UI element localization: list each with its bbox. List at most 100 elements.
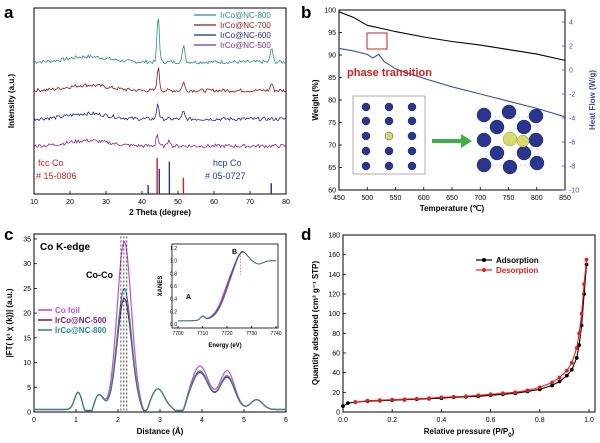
panel-b-ylabel: Weight (%): [311, 79, 320, 121]
c-legend-label-1: IrCo@NC-500: [55, 316, 107, 325]
panel-a-xtick-label-50: 50: [174, 199, 182, 206]
isotherm-point-1: [414, 396, 419, 401]
isotherm-point-1: [584, 257, 589, 262]
inset-ytick-label-1.0: 1.0: [170, 259, 177, 265]
atom-co: [384, 102, 394, 112]
atom-co: [361, 146, 371, 156]
isotherm-point-1: [488, 392, 493, 397]
panel-c-ticks: 0 1 2 3 4 5 6 0 5 10 15 20 25 30 35: [23, 236, 288, 424]
atom-ir: [502, 131, 518, 147]
isotherm-point-0: [577, 343, 582, 348]
atom-co: [407, 116, 417, 126]
d-legend-label-0: Adsorption: [496, 256, 539, 265]
panel-b-ytick-label-70: 70: [328, 143, 336, 150]
inset-ytick-label-0.0: 0.0: [170, 322, 177, 328]
atom-co: [502, 159, 518, 175]
inset-ytick-label-0.6: 0.6: [170, 284, 177, 290]
panel-b-y2tick-label-2: 2: [569, 44, 573, 51]
panel-d-bet: 0.0 0.2 0.4 0.6 0.8 1.0 0 20 40 60 80 100 120 140 160 1…: [311, 233, 596, 439]
atom-co: [407, 131, 417, 141]
isotherm-point-1: [390, 397, 395, 402]
panel-a-xtick-label-60: 60: [210, 199, 218, 206]
panel-d-xtick-label-0.4: 0.4: [437, 417, 447, 424]
exafs-curve-2: [34, 287, 286, 412]
panel-c-ytick-label-15: 15: [23, 335, 31, 342]
panel-c-ytick-label-35: 35: [23, 236, 31, 243]
isotherm-point-0: [341, 404, 345, 408]
panel-d-xtick-label-1.0: 1.0: [584, 417, 594, 424]
isotherm-point-1: [574, 346, 579, 350]
legend-label-1: IrCo@NC-700: [220, 21, 271, 30]
panel-d-ytick-label-140: 140: [328, 272, 340, 279]
inset-ytick-label-1.2: 1.2: [170, 246, 177, 252]
panel-c-xtick-label-0: 0: [32, 417, 36, 424]
panel-a-xlabel: 2 Theta (degree): [129, 208, 191, 217]
ref-fcc-card: # 15-0806: [36, 171, 77, 181]
d-legend-marker-0: [482, 258, 486, 262]
atom-co: [529, 155, 545, 171]
panel-a-xrd: 10 20 30 40 50 60 70 80 IrCo@NC-800IrCo@NC-700I…: [7, 7, 290, 217]
panel-b-xtick-label-800: 800: [531, 195, 543, 202]
xrd-curve-0: [33, 18, 287, 65]
panel-b-ytick-label-60: 60: [328, 188, 336, 195]
panel-b-xtick-label-600: 600: [418, 195, 430, 202]
xrd-curve-1: [33, 67, 287, 94]
panel-d-ytick-label-160: 160: [328, 252, 340, 259]
panel-d-ytick-label-0: 0: [336, 410, 340, 417]
panel-a-x-ticks: 10 20 30 40 50 60 70 80: [30, 191, 290, 206]
panel-d-xtick-label-0.6: 0.6: [486, 417, 496, 424]
inset-xtick-label-7710: 7710: [197, 331, 208, 337]
panel-d-xtick-label-0.2: 0.2: [387, 417, 397, 424]
panel-b-xtick-label-850: 850: [559, 195, 571, 202]
atom-co: [361, 131, 371, 141]
co-co-label: Co-Co: [86, 270, 113, 280]
inset-ytick-label-0.2: 0.2: [170, 309, 177, 315]
panel-a-xtick-label-80: 80: [282, 199, 290, 206]
xrd-curve-2: [33, 103, 287, 122]
panel-c-xtick-label-2: 2: [116, 417, 120, 424]
inset-xtick-label-7700: 7700: [172, 331, 183, 337]
c-legend-label-0: Co foil: [55, 306, 80, 315]
phase-transition-box: [366, 32, 388, 50]
isotherm-point-1: [439, 395, 444, 400]
atom-co: [384, 116, 394, 126]
panel-a-xtick-label-10: 10: [30, 199, 38, 206]
legend-label-3: IrCo@NC-500: [220, 41, 271, 50]
xanes-inset: 7700 7710 7720 7730 7740 0.0 0.2 0.4 0.6 0.8 1.0 1.…: [158, 243, 282, 349]
atom-co: [407, 102, 417, 112]
isotherm-point-0: [346, 401, 350, 406]
isotherm-point-1: [569, 360, 574, 365]
inset-xlabel: Energy (eV): [208, 343, 241, 349]
panel-c-curves: [34, 240, 286, 412]
isotherm-point-0: [574, 356, 579, 360]
panel-c-ytick-label-25: 25: [23, 286, 31, 293]
panel-b-xtick-label-750: 750: [503, 195, 515, 202]
panel-b-y2tick-label-0: 0: [569, 68, 573, 75]
ref-hcp-name: hcp Co: [213, 158, 242, 168]
panel-b-xtick-label-700: 700: [474, 195, 486, 202]
atom-co: [516, 119, 532, 135]
panel-c-xtick-label-6: 6: [284, 417, 288, 424]
isotherm-point-1: [550, 380, 554, 385]
panel-d-ticks: 0.0 0.2 0.4 0.6 0.8 1.0 0 20 40 60 80 100 120 140 160 1…: [328, 233, 594, 425]
panel-b-ticks: 450 500 550 600 650 700 750 800 850 60 65 70 75 80 85 9…: [324, 8, 579, 203]
inset-xtick-label-7730: 7730: [246, 331, 257, 337]
legend-label-2: IrCo@NC-600: [220, 31, 271, 40]
isotherm-point-1: [365, 398, 370, 403]
inset-xtick-label-7740: 7740: [270, 331, 281, 337]
inset-ylabel: XANES: [158, 276, 164, 297]
xanes-curve-2: [178, 251, 276, 322]
panel-d-frame: [342, 234, 596, 413]
panel-d-xtick-label-0.0: 0.0: [338, 417, 348, 424]
panel-d-curves: [341, 257, 589, 408]
panel-label-a: a: [4, 3, 14, 22]
transition-arrow: [432, 134, 472, 148]
isotherm-point-1: [476, 393, 481, 398]
atom-co: [476, 132, 492, 148]
panel-b-xtick-label-500: 500: [361, 195, 373, 202]
panel-c-xtick-label-5: 5: [242, 417, 246, 424]
atom-co: [361, 116, 371, 126]
panel-b-y2tick-label--8: -8: [569, 164, 575, 171]
panel-b-curves: [338, 11, 566, 118]
atom-co: [476, 107, 492, 123]
